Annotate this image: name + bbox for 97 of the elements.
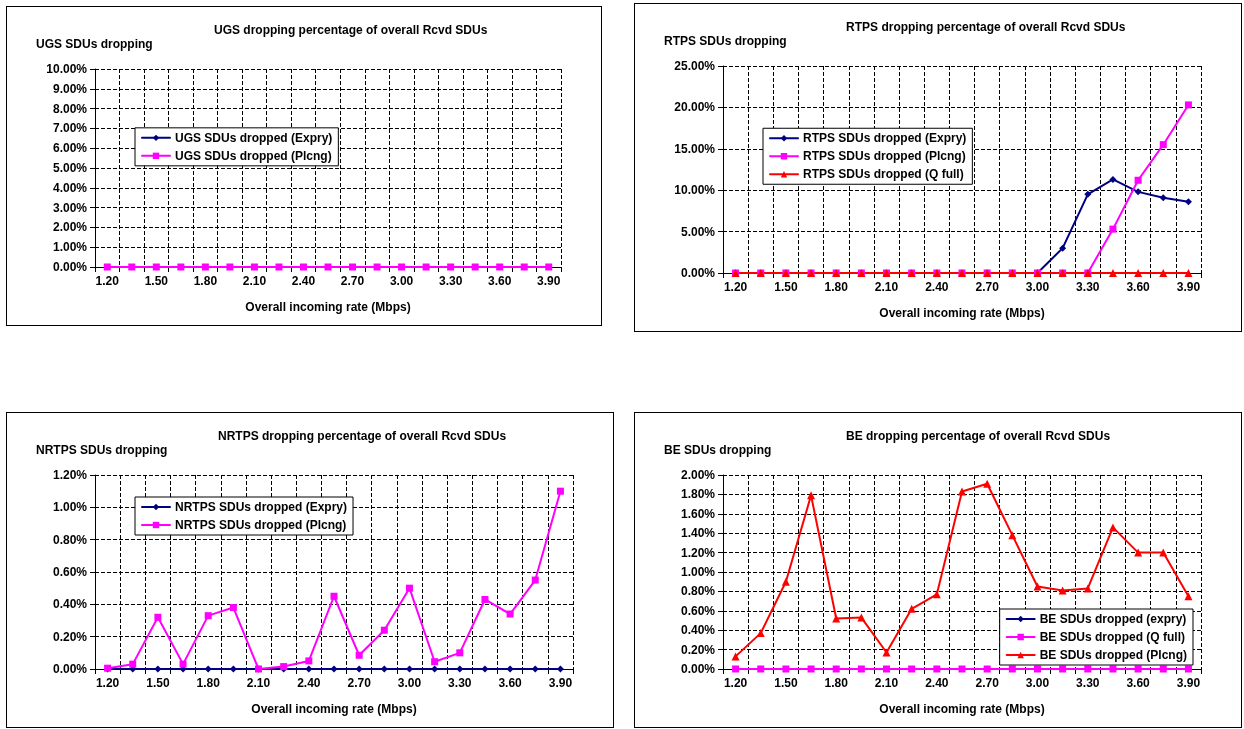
x-tick-label: 1.80 — [196, 676, 221, 690]
x-tick-label: 2.40 — [925, 676, 949, 690]
y-axis-title: NRTPS SDUs dropping — [36, 443, 168, 457]
x-tick-label: 3.60 — [1126, 280, 1151, 294]
x-tick-label: 1.20 — [95, 274, 120, 288]
y-tick-label: 5.00% — [680, 224, 716, 239]
y-tick-label: 0.40% — [52, 597, 88, 612]
y-tick-label: 3.00% — [52, 200, 88, 215]
x-tick-label: 2.70 — [347, 676, 372, 690]
y-tick-label: 4.00% — [52, 180, 88, 195]
legend-label: BE SDUs dropped (Q full) — [1039, 630, 1185, 644]
y-axis-title: RTPS SDUs dropping — [664, 34, 787, 48]
x-tick-label: 2.70 — [340, 274, 365, 288]
x-axis-title: Overall incoming rate (Mbps) — [245, 300, 411, 314]
y-tick-label: 1.60% — [680, 506, 716, 521]
y-tick-label: 0.20% — [52, 629, 88, 644]
x-tick-label: 2.40 — [291, 274, 316, 288]
x-axis-title: Overall incoming rate (Mbps) — [879, 702, 1045, 716]
chart-title: RTPS dropping percentage of overall Rcvd SDUs — [846, 20, 1126, 34]
legend-label: RTPS SDUs dropped (Expry) — [803, 131, 967, 146]
x-tick-label: 1.50 — [774, 676, 798, 690]
legend-label: UGS SDUs dropped (Plcng) — [175, 148, 332, 163]
y-tick-label: 5.00% — [52, 161, 88, 175]
x-tick-label: 3.30 — [1076, 676, 1100, 690]
y-tick-label: 0.80% — [52, 532, 88, 547]
legend-label: RTPS SDUs dropped (Q full) — [803, 167, 964, 182]
y-tick-label: 0.40% — [680, 623, 716, 638]
y-tick-label: 9.00% — [52, 81, 88, 96]
x-tick-label: 3.00 — [397, 676, 422, 690]
y-tick-label: 6.00% — [52, 141, 88, 156]
x-tick-label: 3.90 — [1176, 676, 1201, 690]
x-tick-label: 2.40 — [297, 676, 321, 690]
x-tick-label: 1.50 — [144, 274, 169, 288]
x-tick-label: 2.40 — [925, 280, 949, 294]
legend-label: NRTPS SDUs dropped (Plcng) — [175, 518, 347, 532]
x-tick-label: 2.70 — [975, 676, 1000, 690]
x-tick-label: 3.60 — [1126, 676, 1151, 690]
y-tick-label: 2.00% — [52, 220, 88, 235]
x-tick-label: 1.50 — [774, 280, 798, 294]
y-tick-label: 15.00% — [674, 141, 716, 156]
x-tick-label: 2.70 — [975, 280, 1000, 294]
y-tick-label: 0.00% — [680, 662, 716, 676]
x-tick-label: 3.30 — [438, 274, 463, 288]
x-tick-label: 1.80 — [824, 280, 849, 294]
y-tick-label: 1.00% — [52, 500, 88, 515]
x-tick-label: 1.50 — [146, 676, 170, 690]
chart-title: BE dropping percentage of overall Rcvd SDUs — [846, 429, 1111, 443]
y-axis-title: BE SDUs dropping — [664, 443, 772, 457]
x-tick-label: 3.90 — [548, 676, 573, 690]
chart-title: NRTPS dropping percentage of overall Rcvd SDUs — [218, 429, 507, 443]
x-tick-label: 2.10 — [874, 676, 899, 690]
x-tick-label: 3.90 — [1176, 280, 1201, 294]
x-tick-label: 1.80 — [824, 676, 849, 690]
y-tick-label: 0.00% — [52, 260, 88, 274]
legend-label: BE SDUs dropped (expry) — [1039, 612, 1187, 626]
y-tick-label: 25.00% — [674, 59, 716, 73]
y-tick-label: 1.00% — [680, 565, 716, 579]
y-tick-label: 1.00% — [52, 240, 88, 255]
x-tick-label: 3.30 — [448, 676, 472, 690]
y-tick-label: 2.00% — [680, 468, 716, 482]
y-tick-label: 0.80% — [680, 584, 716, 599]
y-tick-label: 10.00% — [674, 183, 716, 198]
y-tick-label: 1.20% — [680, 545, 716, 560]
y-tick-label: 1.80% — [680, 487, 716, 502]
y-tick-label: 8.00% — [52, 101, 88, 116]
x-tick-label: 2.10 — [242, 274, 267, 288]
y-tick-label: 1.20% — [52, 468, 88, 482]
y-tick-label: 7.00% — [52, 121, 88, 136]
y-tick-label: 1.40% — [680, 526, 716, 541]
legend-label: UGS SDUs dropped (Expry) — [175, 130, 333, 145]
y-tick-label: 0.00% — [680, 266, 716, 280]
x-axis-title: Overall incoming rate (Mbps) — [879, 306, 1045, 320]
legend-label: BE SDUs dropped (Plcng) — [1039, 648, 1187, 662]
y-tick-label: 0.00% — [52, 662, 88, 676]
y-tick-label: 10.00% — [46, 62, 88, 76]
x-tick-label: 3.00 — [389, 274, 414, 288]
x-tick-label: 1.20 — [95, 676, 120, 690]
x-tick-label: 3.60 — [498, 676, 523, 690]
x-tick-label: 3.30 — [1076, 280, 1100, 294]
y-tick-label: 0.60% — [52, 565, 88, 579]
chart-title: UGS dropping percentage of overall Rcvd SDUs — [213, 23, 488, 37]
legend-label: NRTPS SDUs dropped (Expry) — [175, 500, 348, 514]
x-tick-label: 2.10 — [874, 280, 899, 294]
y-tick-label: 0.60% — [680, 603, 716, 618]
x-tick-label: 1.20 — [723, 676, 748, 690]
x-tick-label: 3.00 — [1025, 280, 1050, 294]
y-axis-title: UGS SDUs dropping — [36, 37, 153, 51]
x-tick-label: 1.80 — [193, 274, 218, 288]
y-tick-label: 20.00% — [674, 100, 716, 115]
x-tick-label: 3.60 — [488, 274, 512, 288]
x-tick-label: 2.10 — [246, 676, 271, 690]
x-tick-label: 3.00 — [1025, 676, 1050, 690]
x-tick-label: 3.90 — [537, 274, 561, 288]
x-tick-label: 1.20 — [723, 280, 748, 294]
x-axis-title: Overall incoming rate (Mbps) — [251, 702, 417, 716]
legend-label: RTPS SDUs dropped (Plcng) — [803, 149, 966, 164]
y-tick-label: 0.20% — [680, 642, 716, 657]
